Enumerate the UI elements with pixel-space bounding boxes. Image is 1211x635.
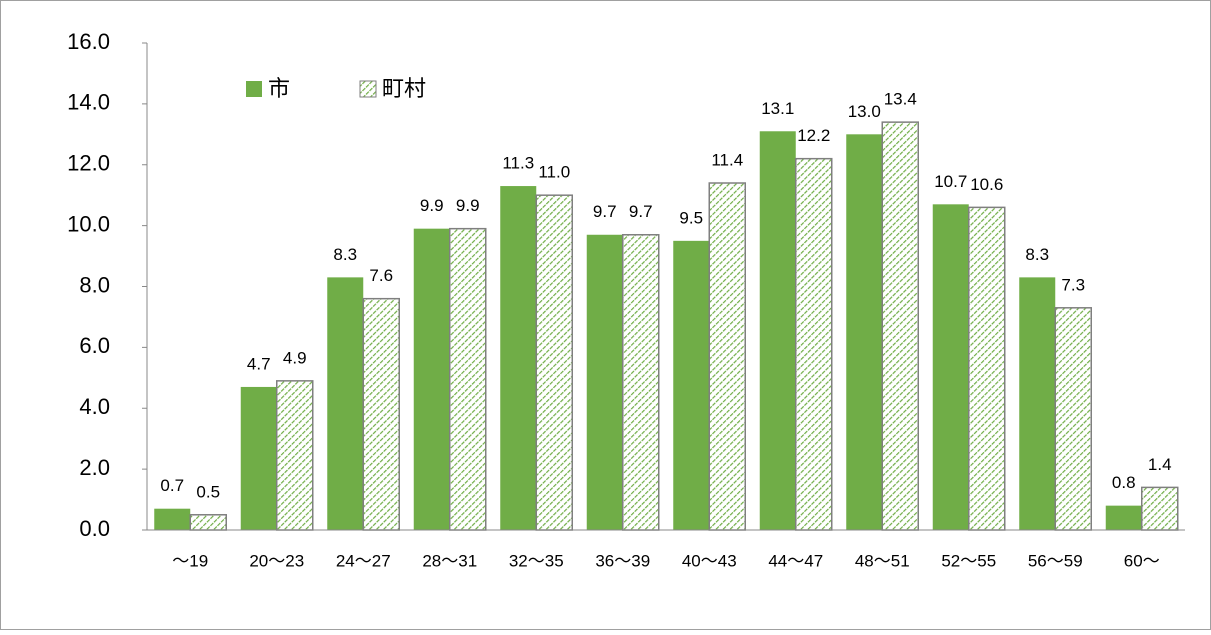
value-label: 9.9 [420,196,444,215]
value-label: 10.7 [934,172,967,191]
bar [708,182,746,531]
bar [881,121,919,531]
x-tick-label: 56～59 [1028,551,1083,570]
bar [189,514,227,531]
bar [154,508,191,530]
value-label: 11.3 [502,154,534,173]
x-tick-label: 52～55 [941,551,996,570]
bar [1054,307,1092,531]
x-tick-label: ～19 [172,551,208,570]
y-tick-label: 10.0 [67,211,110,236]
value-label: 11.4 [711,150,743,169]
bar [932,204,969,530]
x-tick-label: 44～47 [768,551,823,570]
value-label: 4.7 [247,354,271,373]
value-label: 9.5 [679,208,703,227]
legend-label: 町村 [382,76,426,101]
y-tick-label: 8.0 [79,272,110,297]
bar [846,134,883,530]
value-label: 7.3 [1061,275,1085,294]
y-tick-label: 12.0 [67,151,110,176]
value-label: 13.1 [761,99,794,118]
y-tick-label: 14.0 [67,90,110,115]
bar [535,194,573,531]
bar [276,380,314,531]
y-tick-label: 16.0 [67,29,110,54]
value-label: 8.3 [1025,245,1049,264]
y-tick-label: 4.0 [79,394,110,419]
y-tick-label: 6.0 [79,333,110,358]
bar [240,386,277,530]
value-label: 9.9 [456,196,480,215]
value-label: 13.4 [884,90,917,109]
value-label: 1.4 [1148,455,1172,474]
legend-label: 市 [268,76,290,101]
bar [673,240,710,530]
x-tick-label: 48～51 [855,551,910,570]
value-label: 13.0 [848,102,881,121]
value-label: 8.3 [333,245,357,264]
bar [500,186,537,530]
value-label: 7.6 [369,266,393,285]
bar [327,277,364,530]
bar [413,228,450,530]
bar [1105,505,1142,530]
bar [1141,486,1179,531]
y-tick-label: 2.0 [79,455,110,480]
bar [968,206,1006,531]
value-label: 0.5 [196,482,220,501]
bar [586,234,623,530]
x-tick-label: 20～23 [249,551,304,570]
bar [362,297,400,531]
value-label: 12.2 [797,126,830,145]
y-tick-label: 0.0 [79,516,110,541]
bar [795,157,833,531]
x-tick-label: 24～27 [336,551,391,570]
bar [622,234,660,531]
value-label: 0.7 [160,476,184,495]
x-tick-label: 40～43 [682,551,737,570]
legend-swatch [246,81,262,97]
x-tick-label: 28～31 [422,551,477,570]
value-label: 11.0 [538,163,570,182]
x-tick-label: 32～35 [509,551,564,570]
value-label: 4.9 [283,348,307,367]
x-tick-label: 60～ [1124,551,1160,570]
value-label: 9.7 [629,202,653,221]
legend-swatch [359,80,377,98]
value-label: 0.8 [1112,473,1136,492]
value-label: 10.6 [970,175,1003,194]
value-label: 9.7 [593,202,617,221]
bar [759,131,796,531]
bar [449,227,487,531]
x-tick-label: 36～39 [595,551,650,570]
bar [1019,277,1056,530]
